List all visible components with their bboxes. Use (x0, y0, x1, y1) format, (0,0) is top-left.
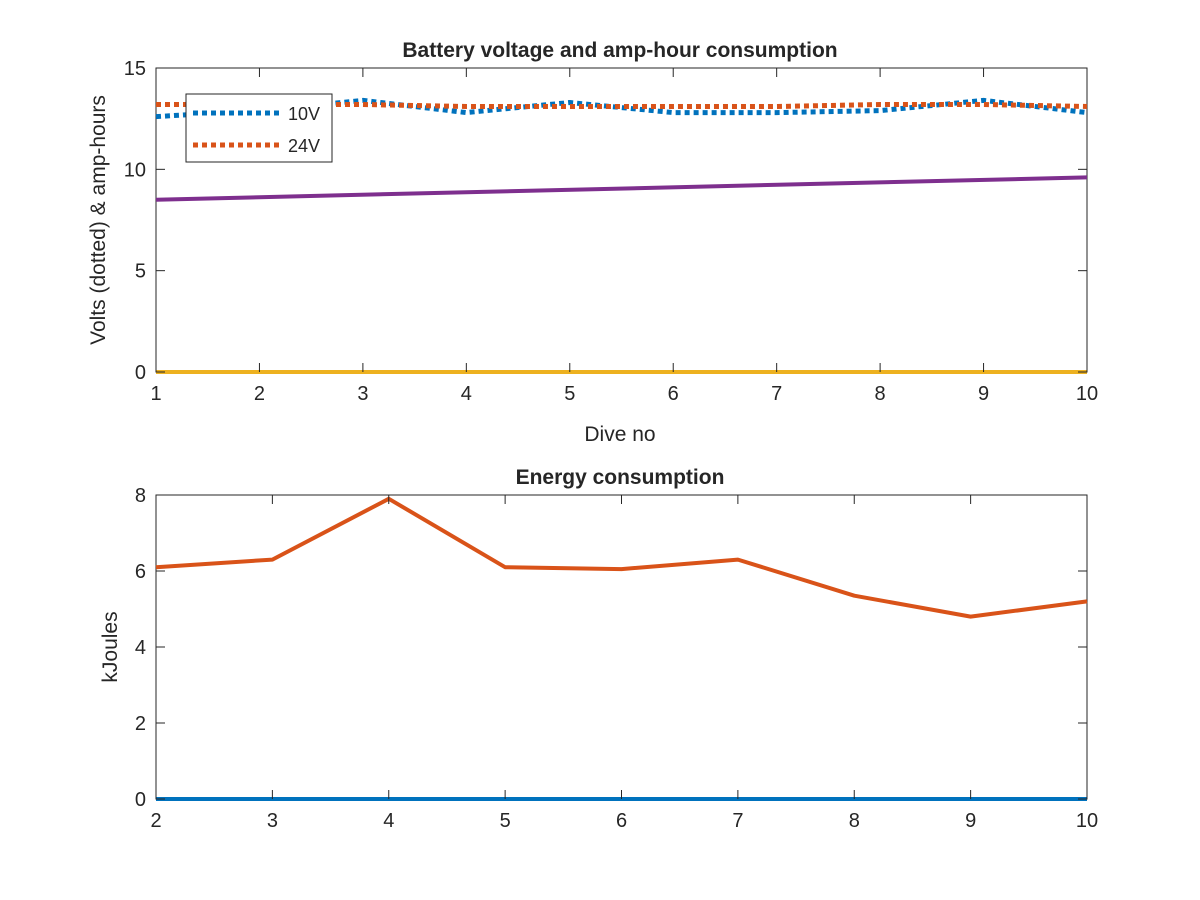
battery-y-tick-label: 10 (124, 159, 146, 181)
battery-x-tick-label: 3 (357, 383, 368, 405)
legend-label-24v: 24V (288, 136, 320, 156)
energy-x-tick-label: 5 (500, 810, 511, 832)
battery-x-tick-label: 1 (150, 383, 161, 405)
battery-y-axis-label: Volts (dotted) & amp-hours (87, 95, 110, 345)
energy-x-tick-label: 4 (383, 810, 394, 832)
battery-x-tick-label: 8 (875, 383, 886, 405)
energy-x-tick-label: 2 (150, 810, 161, 832)
battery-y-tick-label: 0 (135, 362, 146, 384)
energy-axes-box (155, 494, 1088, 800)
energy-x-tick-label: 8 (849, 810, 860, 832)
energy-y-axis-label: kJoules (99, 611, 122, 682)
energy-chart-title: Energy consumption (516, 466, 725, 489)
battery-x-tick-label: 7 (771, 383, 782, 405)
energy-x-tick-label: 9 (965, 810, 976, 832)
subplot-battery: Battery voltage and amp-hour consumption… (87, 39, 1098, 446)
battery-x-tick-label: 9 (978, 383, 989, 405)
energy-x-tick-label: 6 (616, 810, 627, 832)
battery-x-tick-label: 5 (564, 383, 575, 405)
legend-box (185, 93, 333, 163)
battery-series-line-purple (155, 175, 1088, 202)
battery-y-tick-label: 5 (135, 261, 146, 283)
battery-legend: 10V 24V (185, 93, 333, 163)
energy-series-line-orange (155, 496, 1088, 619)
energy-y-tick-label: 8 (135, 485, 146, 507)
energy-series-group (155, 496, 1088, 801)
battery-x-tick-label: 4 (461, 383, 472, 405)
legend-label-10v: 10V (288, 104, 320, 124)
energy-x-tick-label: 3 (267, 810, 278, 832)
battery-ticks-group: 1 2 3 4 5 6 7 8 9 10 0 5 10 15 (124, 58, 1098, 405)
energy-y-tick-label: 2 (135, 713, 146, 735)
battery-y-tick-label: 15 (124, 58, 146, 80)
battery-chart-title: Battery voltage and amp-hour consumption (402, 39, 837, 62)
battery-x-tick-label: 2 (254, 383, 265, 405)
battery-x-axis-label: Dive no (584, 423, 655, 446)
battery-x-tick-label: 6 (668, 383, 679, 405)
energy-x-tick-label: 7 (732, 810, 743, 832)
energy-y-tick-label: 6 (135, 561, 146, 583)
energy-x-tick-label: 10 (1076, 810, 1098, 832)
battery-x-tick-label: 10 (1076, 383, 1098, 405)
energy-y-tick-label: 0 (135, 789, 146, 811)
energy-y-tick-label: 4 (135, 637, 146, 659)
